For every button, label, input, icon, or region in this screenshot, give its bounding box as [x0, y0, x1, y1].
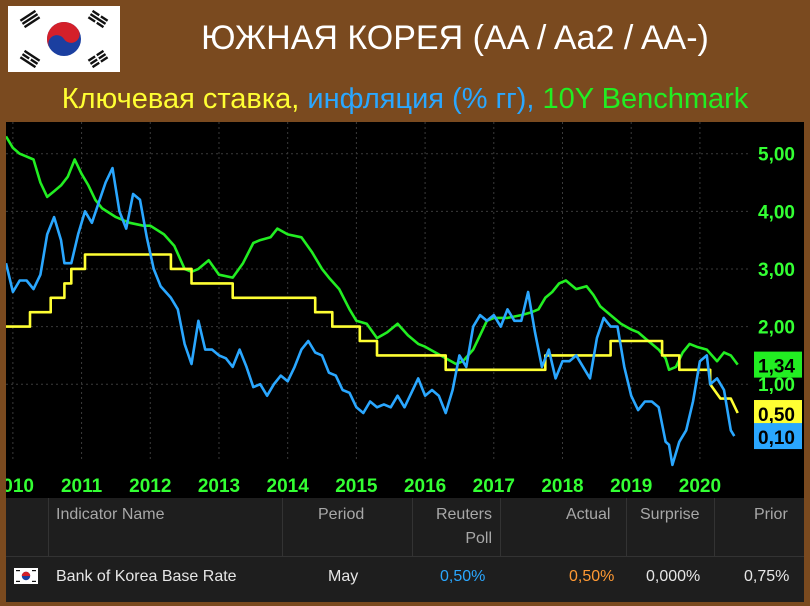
x-tick-label: 2014 [267, 476, 310, 497]
x-tick-label: 2016 [404, 476, 446, 497]
col-divider [500, 498, 501, 556]
subtitle-base-rate: Ключевая ставка, [61, 83, 308, 115]
y-tick-label: 5,00 [758, 145, 795, 166]
y-tick-label: 4,00 [758, 202, 795, 223]
series-line-base_rate [6, 253, 739, 414]
y-tick-label: 2,00 [758, 318, 795, 339]
x-tick-label: 2019 [610, 476, 652, 497]
header-reuters-poll-line1[interactable]: Reuters [435, 506, 492, 523]
row-period: May [328, 568, 359, 585]
chart-panel: 5,00 4,00 3,00 2,00 1,001,34 0,500,10 2010 2011… [0, 122, 804, 498]
subtitle-benchmark: 10Y Benchmark [542, 83, 749, 115]
chart-subtitle: Ключевая ставка, инфляция (% гг), 10Y Be… [0, 76, 810, 122]
row-indicator-name: Bank of Korea Base Rate [56, 568, 237, 585]
x-tick-label: 2020 [679, 476, 721, 497]
south-korea-flag [8, 6, 120, 72]
end-value-label: 0,10 [758, 428, 795, 449]
col-divider [282, 498, 283, 556]
header-surprise[interactable]: Surprise [640, 506, 700, 523]
series-line-benchmark [4, 135, 739, 372]
row-divider [6, 556, 804, 557]
header-period[interactable]: Period [318, 506, 365, 523]
header-prior[interactable]: Prior [754, 506, 788, 523]
header-actual[interactable]: Actual [566, 506, 611, 523]
col-divider [626, 498, 627, 556]
x-tick-label: 2010 [6, 476, 34, 497]
row-reuters-poll: 0,50% [440, 568, 486, 585]
y-tick-label: 1,00 [758, 375, 795, 396]
row-surprise: 0,000% [646, 568, 701, 585]
chart-svg: 5,00 4,00 3,00 2,00 1,001,34 0,500,10 2010 2011… [0, 122, 802, 497]
y-tick-label: 3,00 [758, 260, 795, 281]
row-prior: 0,75% [744, 568, 790, 585]
flag-graphic [8, 6, 120, 72]
x-tick-label: 2018 [541, 476, 583, 497]
x-tick-label: 2012 [129, 476, 171, 497]
indicator-table: Indicator Name Period Reuters Poll Actua… [6, 498, 804, 602]
subtitle-inflation: инфляция (% гг), [307, 83, 543, 115]
end-value-badge [754, 423, 802, 450]
x-tick-label: 2015 [335, 476, 378, 497]
end-value-badge [754, 351, 802, 378]
col-divider [48, 498, 49, 556]
series-line-inflation [4, 166, 736, 467]
header-indicator-name[interactable]: Indicator Name [56, 506, 165, 523]
row-actual: 0,50% [569, 568, 615, 585]
col-divider [412, 498, 413, 556]
x-tick-label: 2011 [61, 476, 103, 497]
row-flag-icon [14, 568, 38, 584]
end-value-badge [754, 400, 802, 427]
page-title: ЮЖНАЯ КОРЕЯ (AA / Aa2 / AA-) [201, 19, 709, 57]
col-divider [714, 498, 715, 556]
end-value-label: 0,50 [758, 405, 795, 426]
x-tick-label: 2013 [198, 476, 240, 497]
header-reuters-poll-line2[interactable]: Poll [465, 530, 492, 547]
x-tick-label: 2017 [473, 476, 515, 497]
end-value-label: 1,34 [758, 357, 795, 378]
